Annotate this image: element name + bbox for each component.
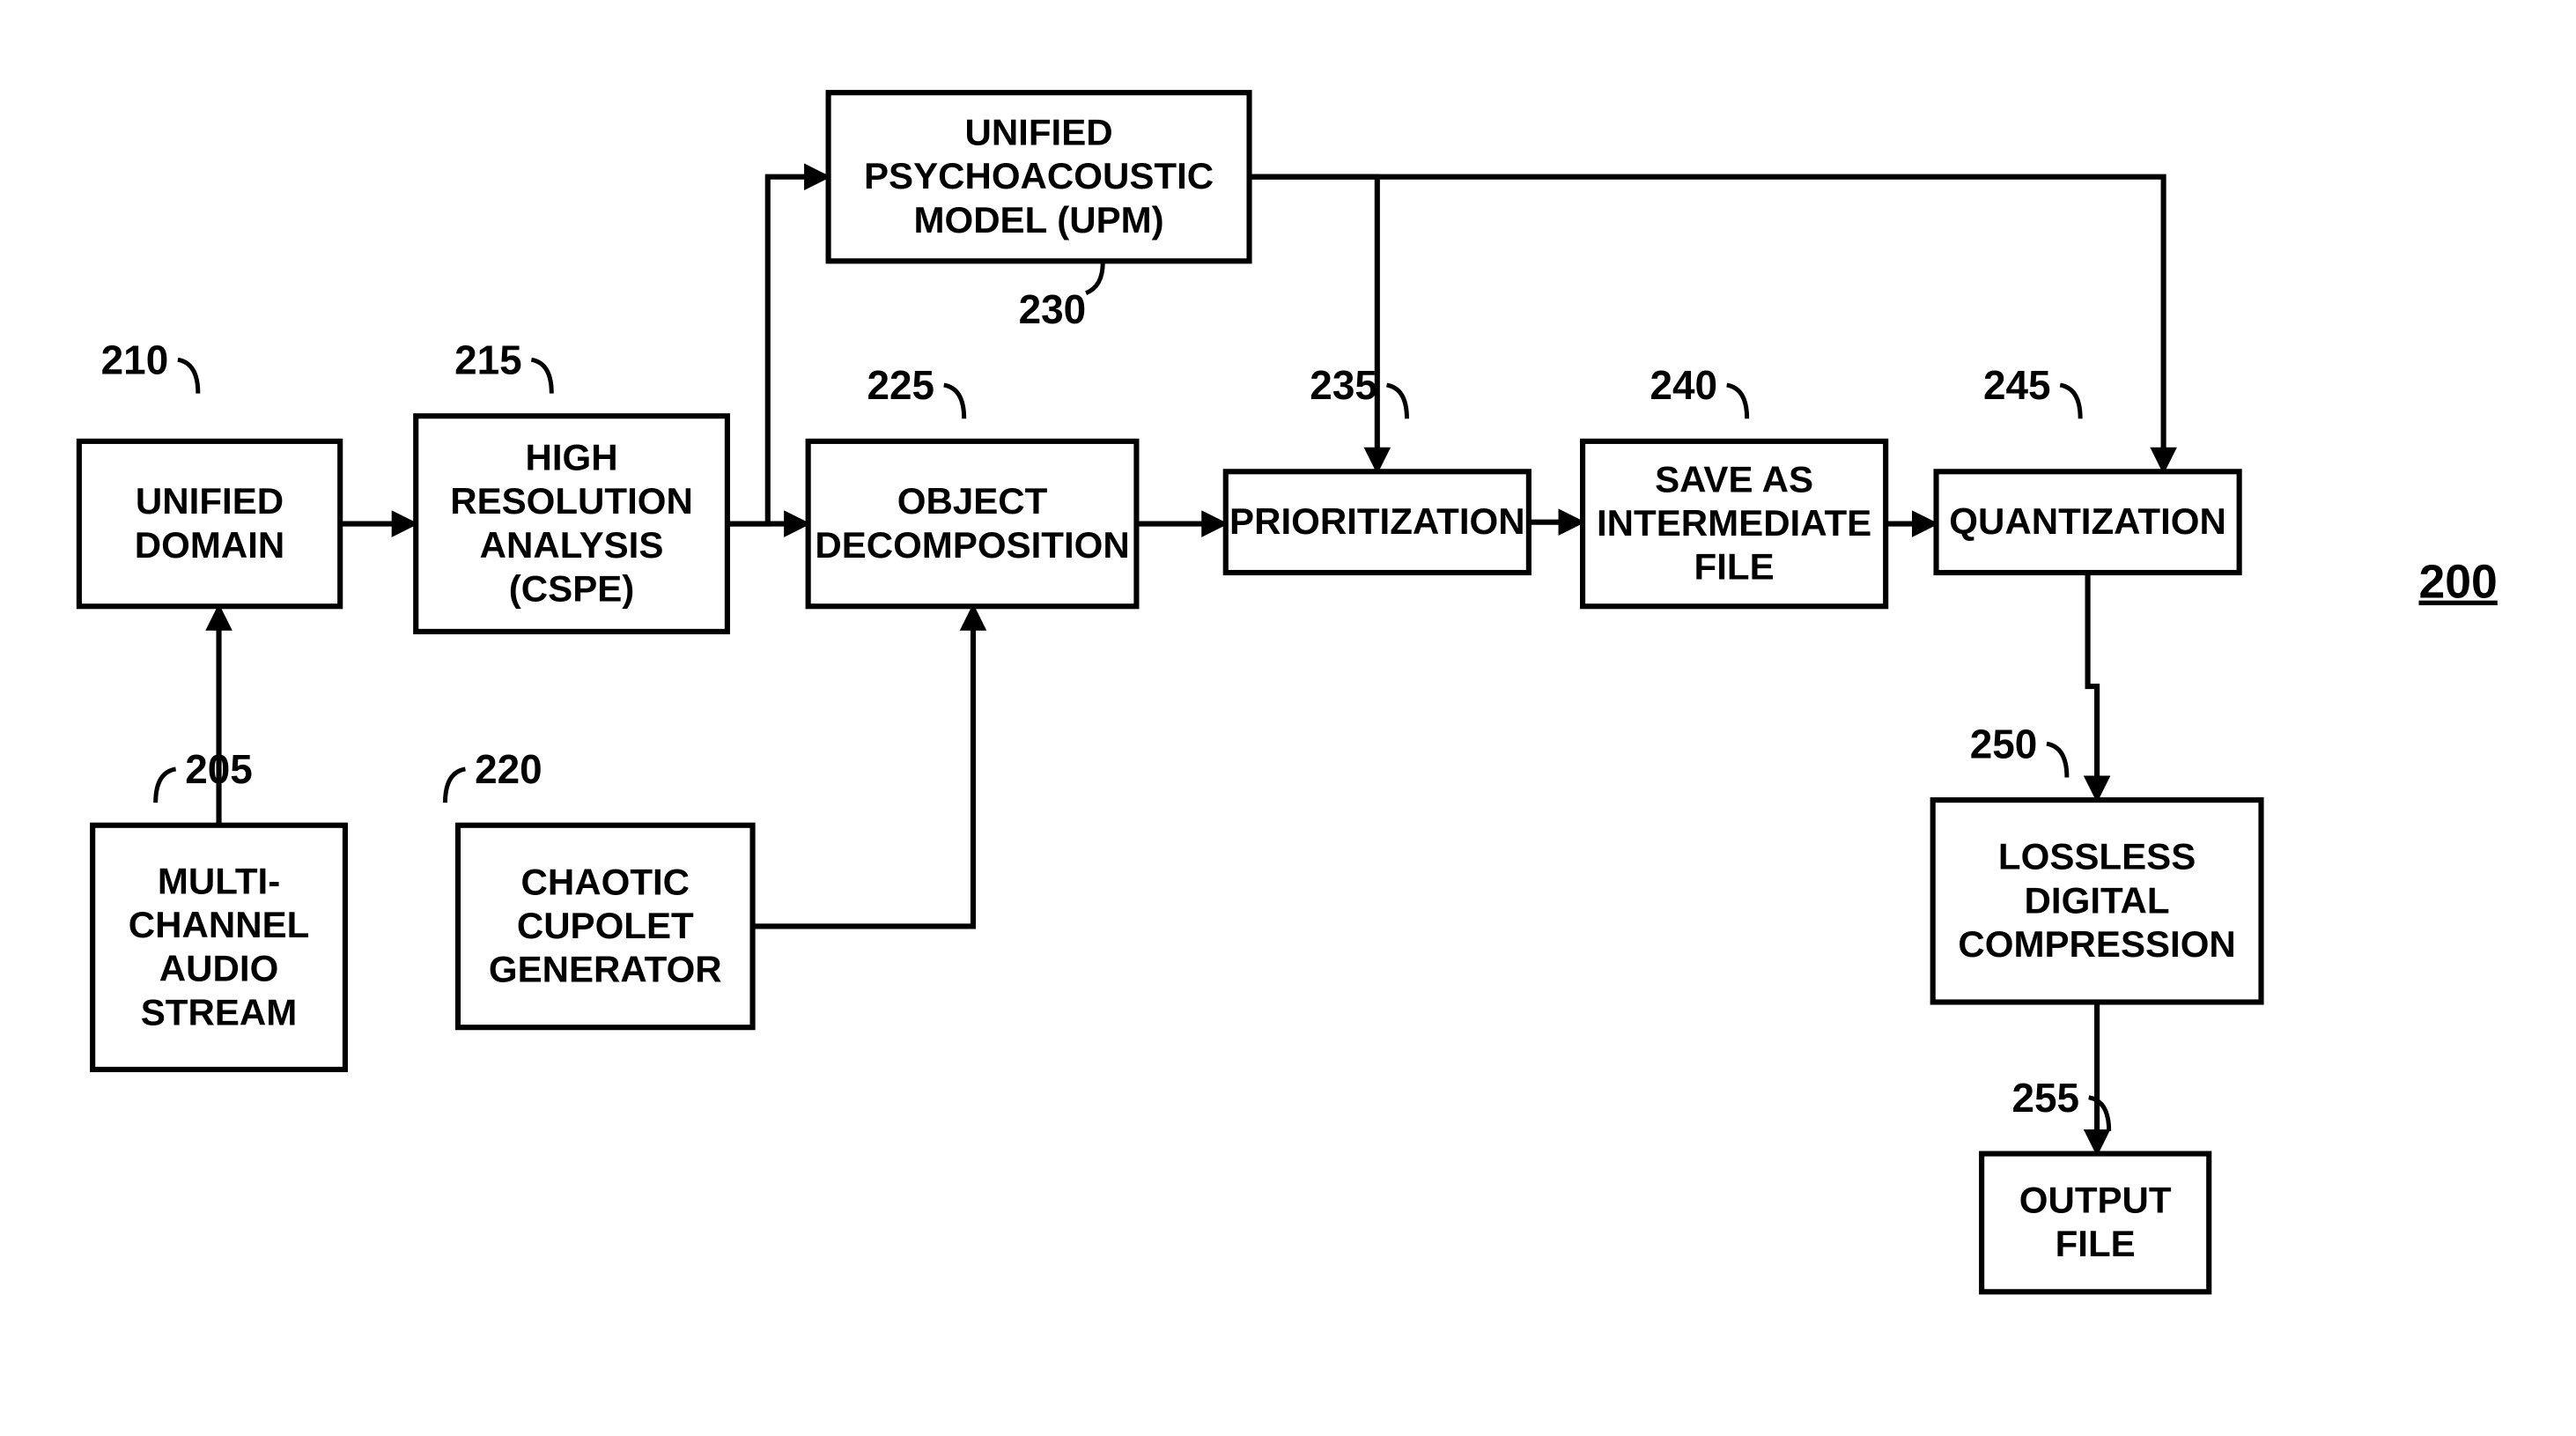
node-215: HIGHRESOLUTIONANALYSIS(CSPE)215 [416, 337, 727, 631]
edge-n220-n225 [753, 606, 973, 926]
node-220-refnum: 220 [475, 746, 543, 792]
node-240-refnum: 240 [1650, 362, 1717, 408]
node-250-refnum: 250 [1970, 721, 2038, 766]
node-250-hook [2047, 744, 2067, 777]
node-205-hook [156, 769, 176, 803]
node-210-refnum: 210 [101, 337, 169, 382]
node-230-refnum: 230 [1019, 286, 1087, 332]
node-205-refnum: 205 [185, 746, 253, 792]
node-220: CHAOTICCUPOLETGENERATOR 220 [445, 746, 752, 1027]
node-240: SAVE ASINTERMEDIATEFILE240 [1583, 362, 1886, 606]
node-235-refnum: 235 [1310, 362, 1377, 408]
edge-n230-n245 [1250, 177, 2164, 472]
node-245-hook [2060, 385, 2080, 418]
flowchart-canvas: MULTI-CHANNELAUDIOSTREAM205UNIFIEDDOMAIN… [0, 0, 2576, 1398]
node-245-label: QUANTIZATION [1949, 500, 2226, 542]
node-240-hook [1727, 385, 1747, 418]
edge-n245-n250 [2088, 573, 2098, 800]
node-230-hook [1086, 263, 1103, 292]
node-235-label: PRIORITIZATION [1229, 500, 1525, 542]
nodes-layer: MULTI-CHANNELAUDIOSTREAM205UNIFIEDDOMAIN… [79, 93, 2262, 1292]
node-225-hook [944, 385, 964, 418]
node-230: UNIFIEDPSYCHOACOUSTICMODEL (UPM)230 [829, 93, 1250, 332]
node-245: QUANTIZATION 245 [1937, 362, 2240, 573]
node-215-hook [531, 359, 551, 393]
node-215-refnum: 215 [454, 337, 522, 382]
node-255-refnum: 255 [2012, 1075, 2080, 1121]
figure-ref: 200 [2419, 557, 2498, 609]
node-210-hook [178, 359, 198, 393]
node-245-refnum: 245 [1983, 362, 2051, 408]
node-225: OBJECTDECOMPOSITION225 [808, 362, 1137, 606]
edge-n230-n235 [1250, 177, 1377, 472]
node-220-hook [445, 769, 465, 803]
node-235-hook [1387, 385, 1407, 418]
node-220-label: CHAOTICCUPOLETGENERATOR [489, 861, 722, 989]
node-225-refnum: 225 [867, 362, 935, 408]
node-210: UNIFIEDDOMAIN210 [79, 337, 340, 606]
